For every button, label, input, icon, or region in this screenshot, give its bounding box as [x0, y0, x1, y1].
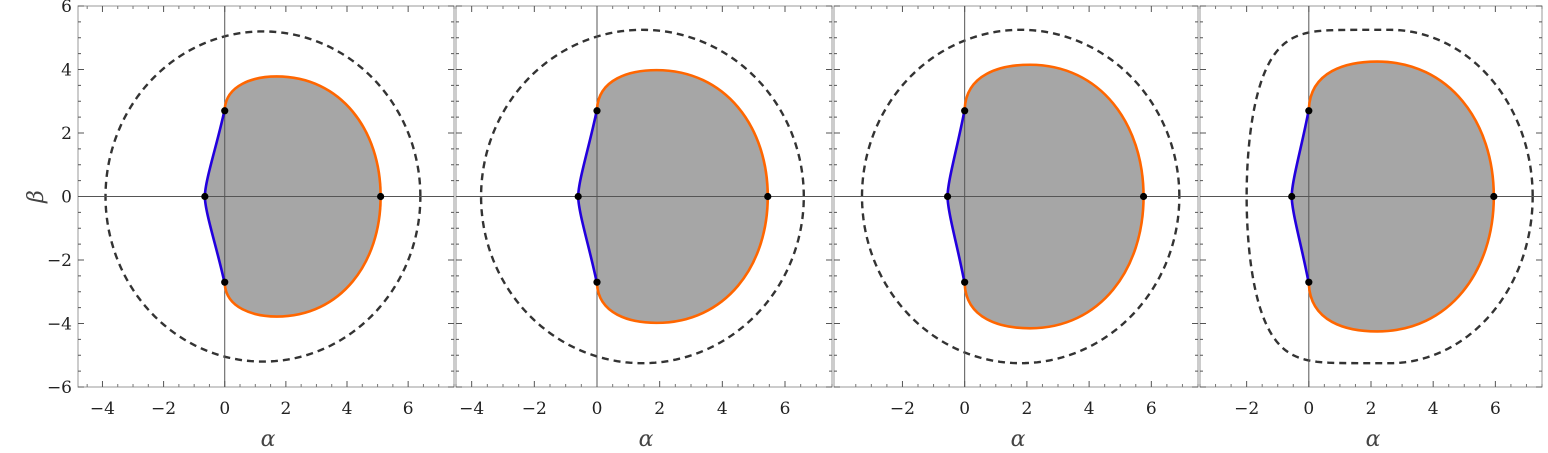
x-tick-label: 6 [780, 399, 791, 419]
shadow-edge-blue-lower [576, 196, 599, 285]
y-tick-label: −6 [47, 378, 72, 398]
x-tick-label: 2 [1366, 399, 1377, 419]
x-tick-label: −2 [890, 399, 915, 419]
shadow-edge-orange-upper [223, 75, 382, 197]
y-axis-title: β [24, 190, 49, 204]
marker-point [764, 192, 772, 201]
marker-point [961, 107, 969, 115]
marker-point [377, 192, 385, 201]
x-tick-label: 2 [280, 399, 291, 419]
x-tick-label: 6 [403, 399, 414, 419]
shadow-edge-blue-upper [1290, 108, 1311, 197]
shadow-edge-blue-lower [946, 196, 966, 285]
x-tick-label: 2 [1021, 399, 1032, 419]
y-tick-label: 6 [61, 0, 72, 17]
x-tick-label: 0 [592, 399, 603, 419]
x-tick-label: 4 [342, 399, 353, 419]
y-tick-label: 0 [61, 188, 72, 208]
marker-point [961, 278, 969, 286]
y-tick-label: 2 [61, 124, 72, 144]
marker-point [1305, 107, 1313, 115]
panel-3: −2 0 2 4 6 α [833, 5, 1199, 452]
x-tick-label: −2 [151, 399, 176, 419]
x-tick-label: 2 [654, 399, 665, 419]
x-axis-title: α [1011, 427, 1026, 452]
marker-point [593, 107, 601, 115]
marker-point [201, 192, 209, 201]
x-tick-label: 0 [1303, 399, 1314, 419]
marker-point [221, 278, 229, 286]
shadow-edge-orange-upper [1307, 60, 1496, 197]
shadow-edge-blue-upper [946, 108, 966, 197]
shadow-edge-blue-upper [576, 108, 599, 197]
x-axis-title: α [639, 427, 654, 452]
marker-point [1490, 192, 1498, 201]
x-tick-label: −4 [459, 399, 484, 419]
x-tick-label: 0 [219, 399, 230, 419]
marker-point [1305, 278, 1313, 286]
x-tick-label: 0 [959, 399, 970, 419]
marker-point [943, 192, 952, 201]
x-tick-label: −4 [90, 399, 115, 419]
shadow-edge-orange-lower [1307, 196, 1496, 333]
x-tick-label: 4 [1428, 399, 1439, 419]
shadow-edge-orange-lower [595, 196, 770, 325]
panel-1: −4 −2 0 2 4 6 −6 −4 −2 0 2 4 6 α β [24, 0, 455, 452]
x-axis-title: α [261, 427, 276, 452]
panel-2: −4 −2 0 2 4 6 α [455, 5, 833, 452]
y-tick-label: 4 [61, 61, 72, 81]
critical-curve-dashed [860, 28, 1181, 365]
x-tick-label: 6 [1490, 399, 1501, 419]
x-tick-label: 4 [717, 399, 728, 419]
critical-curve-dashed [1245, 28, 1534, 365]
x-tick-label: 4 [1084, 399, 1095, 419]
y-tick-label: −4 [47, 315, 72, 335]
marker-point [1288, 192, 1296, 201]
x-axis-title: α [1366, 427, 1381, 452]
critical-curve-dashed [479, 28, 805, 365]
shadow-edge-orange-lower [223, 196, 382, 318]
shadow-edge-blue-lower [203, 196, 227, 285]
x-tick-label: −2 [1234, 399, 1259, 419]
x-tick-label: 6 [1146, 399, 1157, 419]
shadow-edge-orange-upper [963, 63, 1145, 197]
x-tick-label: −2 [522, 399, 547, 419]
shadow-edge-orange-upper [595, 68, 770, 197]
y-tick-label: −2 [47, 251, 72, 271]
marker-point [593, 278, 601, 286]
panel-4: −2 0 2 4 6 α [1199, 5, 1543, 452]
marker-point [221, 107, 229, 115]
shadow-edge-blue-upper [203, 108, 227, 197]
marker-point [1139, 192, 1148, 201]
shadow-edge-orange-lower [963, 196, 1145, 330]
marker-point [574, 192, 582, 201]
shadow-edge-blue-lower [1290, 196, 1311, 285]
